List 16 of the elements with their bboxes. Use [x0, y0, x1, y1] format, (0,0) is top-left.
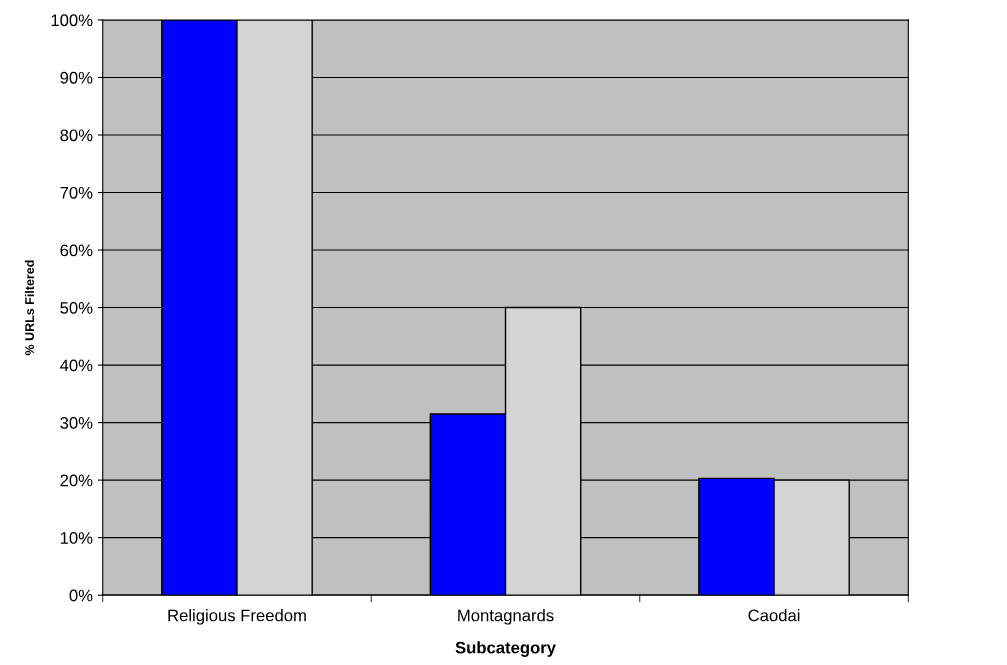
y-tick-label: 70% [60, 186, 93, 199]
y-tick-label: 0% [69, 589, 93, 602]
y-tick-label: 80% [60, 129, 93, 142]
y-tick-label: 100% [51, 14, 93, 27]
y-tick-label: 60% [60, 244, 93, 257]
x-tick-label: Montagnards [458, 609, 554, 625]
x-axis-title: Subcategory [455, 641, 556, 657]
y-axis-title: % URLs Filtered [24, 260, 35, 356]
y-tick-label: 90% [60, 71, 93, 84]
y-tick-label: 30% [60, 417, 93, 429]
y-tick-label: 10% [60, 532, 93, 544]
y-tick-label: 20% [60, 474, 93, 487]
x-tick-label: Caodai [748, 609, 800, 622]
x-tick-label: Religious Freedom [168, 609, 306, 625]
y-tick-label: 50% [60, 301, 93, 314]
y-tick-label: 40% [60, 359, 93, 372]
